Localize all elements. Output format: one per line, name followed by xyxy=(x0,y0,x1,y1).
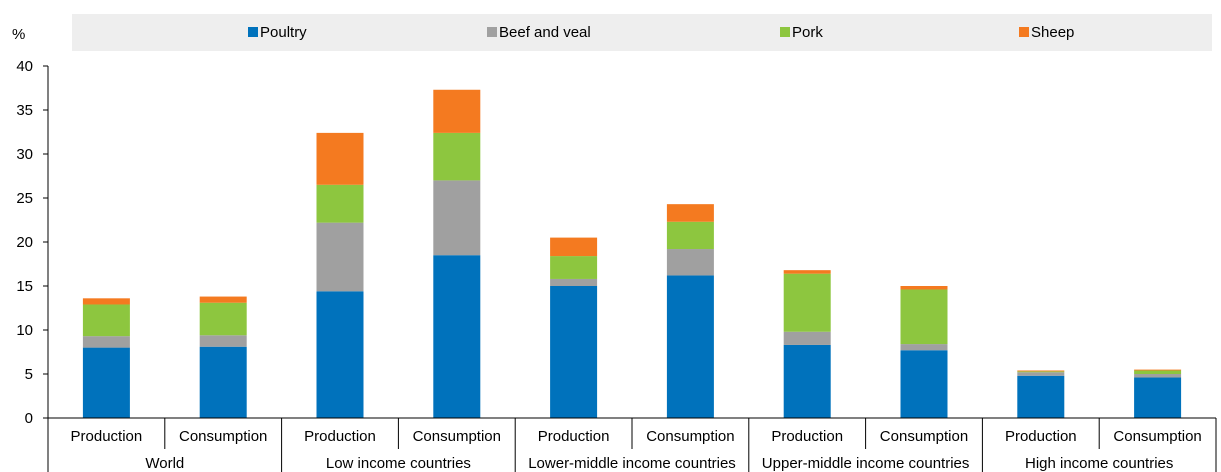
legend-label: Poultry xyxy=(260,24,307,41)
legend-label: Beef and veal xyxy=(499,24,591,41)
bar-sheep xyxy=(783,270,831,274)
x-group-label: Upper-middle income countries xyxy=(762,455,970,472)
y-unit-label: % xyxy=(12,26,25,43)
y-tick-label: 25 xyxy=(16,190,33,207)
bar-pork xyxy=(1134,370,1182,374)
y-tick-label: 30 xyxy=(16,146,33,163)
x-axis: Production Consumption Production Consumpti… xyxy=(47,417,1217,472)
bar-poultry xyxy=(433,255,481,418)
bar-beef-and-veal xyxy=(1134,374,1182,378)
bar-poultry xyxy=(1017,375,1065,418)
bar-beef-and-veal xyxy=(199,335,247,347)
bar-sheep xyxy=(1134,369,1182,371)
x-tick-label: Consumption xyxy=(1113,428,1201,445)
bar-pork xyxy=(900,289,948,345)
x-tick-label: Production xyxy=(304,428,376,445)
bars xyxy=(82,89,1182,418)
bar-beef-and-veal xyxy=(666,249,714,276)
y-tick-label: 15 xyxy=(16,278,33,295)
legend-swatch xyxy=(248,27,258,37)
legend-label: Sheep xyxy=(1031,24,1074,41)
y-tick-label: 5 xyxy=(25,366,33,383)
bar-sheep xyxy=(1017,370,1065,372)
y-tick-label: 0 xyxy=(25,410,33,427)
bar-sheep xyxy=(550,237,598,257)
bar-poultry xyxy=(316,291,364,418)
bar-beef-and-veal xyxy=(433,180,481,256)
bar-beef-and-veal xyxy=(783,331,831,345)
x-tick-label: Consumption xyxy=(646,428,734,445)
x-tick-label: Production xyxy=(771,428,843,445)
x-tick-label: Consumption xyxy=(413,428,501,445)
bar-sheep xyxy=(199,296,247,303)
bar-poultry xyxy=(783,344,831,418)
bar-poultry xyxy=(199,346,247,418)
bar-beef-and-veal xyxy=(550,278,598,286)
bar-pork xyxy=(1017,371,1065,373)
bar-poultry xyxy=(82,347,130,418)
x-group-label: High income countries xyxy=(1025,455,1173,472)
legend-swatch xyxy=(487,27,497,37)
y-tick-label: 20 xyxy=(16,234,33,251)
legend-swatch xyxy=(1019,27,1029,37)
bar-beef-and-veal xyxy=(900,344,948,351)
x-tick-label: Consumption xyxy=(179,428,267,445)
bar-beef-and-veal xyxy=(82,336,130,348)
bar-beef-and-veal xyxy=(1017,372,1065,376)
y-axis: 0 5 10 15 20 25 30 35 40 xyxy=(16,58,49,427)
x-tick-label: Production xyxy=(538,428,610,445)
bar-pork xyxy=(199,302,247,336)
legend-label: Pork xyxy=(792,24,823,41)
x-group-label: Low income countries xyxy=(326,455,471,472)
bar-sheep xyxy=(666,204,714,222)
bar-poultry xyxy=(666,275,714,418)
x-group-label: World xyxy=(145,455,184,472)
bar-sheep xyxy=(316,132,364,185)
x-group-label: Lower-middle income countries xyxy=(528,455,736,472)
y-tick-label: 10 xyxy=(16,322,33,339)
bar-pork xyxy=(783,273,831,332)
bar-poultry xyxy=(1134,377,1182,418)
x-tick-label: Production xyxy=(1005,428,1077,445)
y-tick-label: 40 xyxy=(16,58,33,75)
legend-swatch xyxy=(780,27,790,37)
bar-poultry xyxy=(550,286,598,418)
bar-sheep xyxy=(900,286,948,290)
y-tick-label: 35 xyxy=(16,102,33,119)
bar-pork xyxy=(433,132,481,181)
bar-poultry xyxy=(900,350,948,418)
x-tick-label: Consumption xyxy=(880,428,968,445)
x-tick-label: Production xyxy=(71,428,143,445)
bar-pork xyxy=(82,304,130,337)
bar-sheep xyxy=(433,89,481,133)
bar-beef-and-veal xyxy=(316,222,364,292)
legend: Poultry Beef and veal Pork Sheep xyxy=(248,24,1074,41)
bar-pork xyxy=(316,184,364,223)
bar-sheep xyxy=(82,298,130,305)
bar-pork xyxy=(666,221,714,250)
bar-pork xyxy=(550,256,598,279)
